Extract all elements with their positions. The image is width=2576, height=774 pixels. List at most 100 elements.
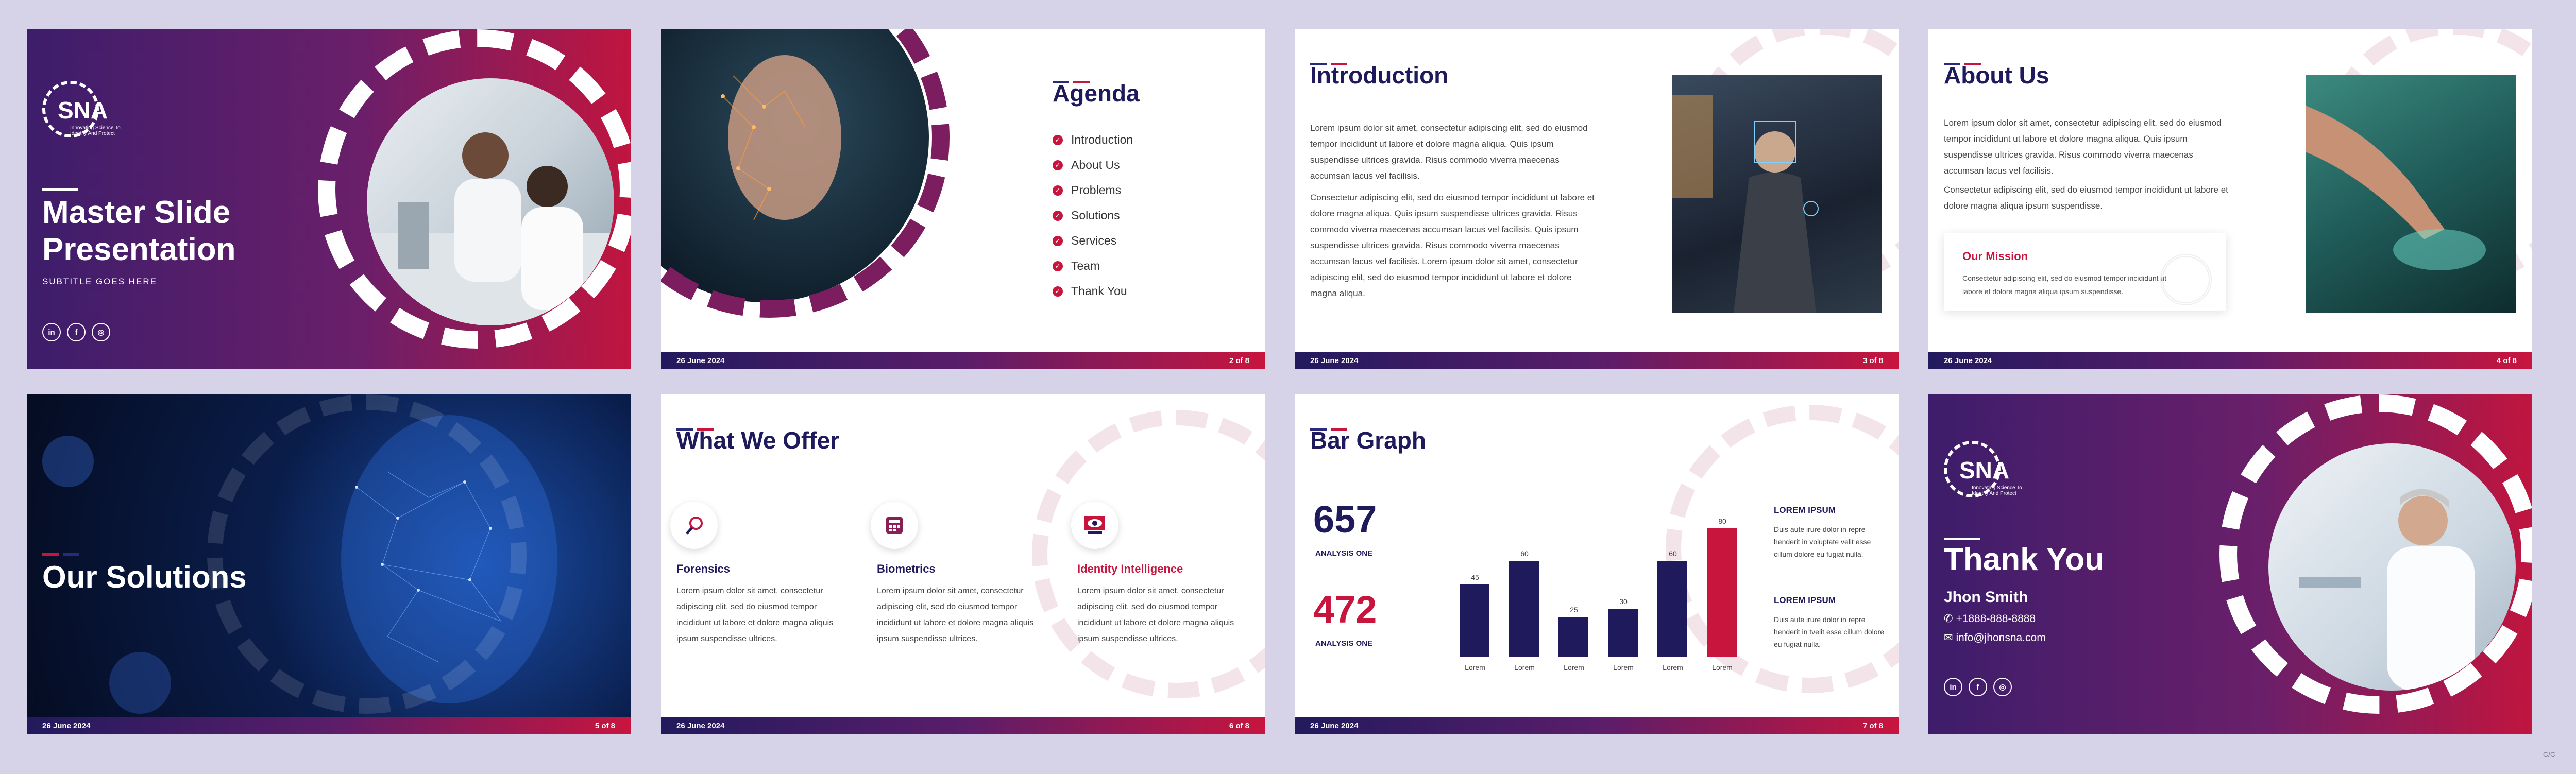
legend-heading-2: LOREM IPSUM	[1774, 595, 1836, 605]
title-accent	[1310, 424, 1351, 431]
bar-category-label: Lorem	[1465, 663, 1485, 672]
fingerprint-device-icon	[871, 502, 918, 549]
contact-phone[interactable]: ✆ +1888-888-8888	[1944, 613, 2036, 625]
eye-scan-icon	[1071, 502, 1118, 549]
magnifier-icon	[670, 502, 718, 549]
offer-body-identity: Lorem ipsum dolor sit amet, consectetur …	[1077, 587, 1234, 643]
contact-email[interactable]: ✉ info@jhonsna.com	[1944, 632, 2046, 644]
check-icon: ✓	[1053, 261, 1063, 271]
bar-category-label: Lorem	[1613, 663, 1634, 672]
facebook-icon[interactable]: f	[1969, 678, 1987, 696]
about-paragraph-1: Lorem ipsum dolor sit amet, consectetur …	[1944, 118, 2222, 176]
check-icon: ✓	[1053, 286, 1063, 297]
slide-footer: 26 June 2024 7 of 8	[1295, 717, 1899, 734]
bar-value-label: 80	[1718, 517, 1726, 525]
agenda-item[interactable]: ✓ Services	[1053, 228, 1133, 253]
social-links[interactable]: in f ◎	[42, 323, 110, 341]
bar-chart: 45 Lorem 60 Lorem 25 Lorem 30 Lorem 60 Lorem 80 Lor…	[1449, 508, 1758, 693]
check-icon: ✓	[1053, 160, 1063, 170]
decorative-ring	[1032, 410, 1265, 698]
stat-number-1: 657	[1313, 498, 1377, 541]
slide-footer: 26 June 2024 3 of 8	[1295, 352, 1899, 369]
bar-value-label: 60	[1669, 549, 1677, 558]
slide-what-we-offer[interactable]: What We Offer Forensics Biometrics Ident…	[661, 394, 1265, 734]
finger-photo	[2306, 75, 2516, 313]
title-accent	[42, 549, 83, 556]
agenda-item[interactable]: ✓ Team	[1053, 253, 1133, 279]
title-accent	[1053, 77, 1094, 83]
legend-body-1: Duis aute irure dolor in repre henderit …	[1774, 525, 1871, 558]
offer-body-forensics: Lorem ipsum dolor sit amet, consectetur …	[676, 587, 834, 643]
title-accent	[42, 184, 82, 191]
agenda-item[interactable]: ✓ Solutions	[1053, 203, 1133, 228]
intro-paragraph-1: Lorem ipsum dolor sit amet, consectetur …	[1310, 123, 1588, 181]
legend-heading-1: LOREM IPSUM	[1774, 505, 1836, 515]
slide-introduction[interactable]: Introduction Lorem ipsum dolor sit amet,…	[1295, 29, 1899, 369]
stat-label-1: ANALYSIS ONE	[1315, 549, 1373, 558]
slide-bar-graph[interactable]: Bar Graph 657 ANALYSIS ONE 472 ANALYSIS …	[1295, 394, 1899, 734]
linkedin-icon[interactable]: in	[42, 323, 61, 341]
slide-footer: 26 June 2024 5 of 8	[27, 717, 631, 734]
page-title: Thank You	[1944, 542, 2105, 577]
chart-bar	[1608, 609, 1638, 657]
agenda-item[interactable]: ✓ Problems	[1053, 178, 1133, 203]
agenda-item[interactable]: ✓ Introduction	[1053, 127, 1133, 152]
sna-logo: SNA Innovating Science To Identify And P…	[1944, 441, 2047, 503]
bar-value-label: 45	[1471, 573, 1479, 582]
check-icon: ✓	[1053, 185, 1063, 196]
slide-title-heading: Master Slide Presentation	[42, 195, 236, 267]
slide-subtitle: SUBTITLE GOES HERE	[42, 277, 158, 286]
offer-title-biometrics: Biometrics	[877, 562, 936, 575]
slide-footer: 26 June 2024 2 of 8	[661, 352, 1265, 369]
bar-category-label: Lorem	[1514, 663, 1535, 672]
phone-icon: ✆	[1944, 613, 1956, 625]
bar-value-label: 60	[1520, 549, 1529, 558]
decorative-ring	[207, 394, 527, 714]
stat-label-2: ANALYSIS ONE	[1315, 639, 1373, 648]
contact-name: Jhon Smith	[1944, 589, 2028, 606]
instagram-icon[interactable]: ◎	[92, 323, 110, 341]
offer-title-forensics: Forensics	[676, 562, 730, 575]
corner-label: C/C	[2543, 750, 2555, 759]
mission-body: Consectetur adipiscing elit, sed do eius…	[1962, 274, 2167, 296]
chart-bar	[1657, 560, 1687, 657]
fingerprint-icon	[2160, 254, 2212, 305]
agenda-item[interactable]: ✓ About Us	[1053, 152, 1133, 178]
page-title: Our Solutions	[42, 560, 247, 594]
agenda-item[interactable]: ✓ Thank You	[1053, 279, 1133, 304]
decorative-ring	[661, 29, 950, 318]
page-title: Agenda	[1053, 80, 1140, 107]
title-accent	[676, 424, 718, 431]
email-icon: ✉	[1944, 632, 1956, 644]
chart-bar	[1460, 584, 1489, 657]
sna-logo: SNA Innovating Science To Identify And P…	[42, 81, 145, 143]
bar-category-label: Lorem	[1663, 663, 1683, 672]
slide-agenda[interactable]: Agenda ✓ Introduction ✓ About Us ✓ Problems…	[661, 29, 1265, 369]
facebook-icon[interactable]: f	[67, 323, 86, 341]
legend-body-2: Duis aute irure dolor in repre henderit …	[1774, 615, 1884, 648]
check-icon: ✓	[1053, 134, 1063, 145]
bar-category-label: Lorem	[1712, 663, 1733, 672]
chart-bar	[1509, 560, 1539, 657]
linkedin-icon[interactable]: in	[1944, 678, 1962, 696]
slide-our-solutions[interactable]: Our Solutions 26 June 2024 5 of 8	[27, 394, 631, 734]
slide-thank-you[interactable]: SNA Innovating Science To Identify And P…	[1928, 394, 2532, 734]
slide-title[interactable]: SNA Innovating Science To Identify And P…	[27, 29, 631, 369]
social-links[interactable]: in f ◎	[1944, 678, 2012, 696]
bar-value-label: 30	[1619, 597, 1628, 606]
chart-bar	[1707, 528, 1737, 657]
title-accent	[1310, 59, 1351, 65]
page-title: About Us	[1944, 62, 2049, 89]
page-title: Introduction	[1310, 62, 1449, 89]
mission-card: Our Mission Consectetur adipiscing elit,…	[1944, 233, 2226, 311]
page-title: Bar Graph	[1310, 427, 1426, 454]
agenda-list: ✓ Introduction ✓ About Us ✓ Problems ✓ Solut…	[1053, 127, 1133, 304]
slide-about-us[interactable]: About Us Lorem ipsum dolor sit amet, con…	[1928, 29, 2532, 369]
intro-paragraph-2: Consectetur adipiscing elit, sed do eius…	[1310, 193, 1595, 298]
offer-title-identity: Identity Intelligence	[1077, 562, 1183, 575]
slide-footer: 26 June 2024 4 of 8	[1928, 352, 2532, 369]
title-accent	[1944, 59, 1985, 65]
title-accent	[1944, 534, 1984, 540]
scientist-photo	[2268, 443, 2516, 691]
instagram-icon[interactable]: ◎	[1993, 678, 2012, 696]
